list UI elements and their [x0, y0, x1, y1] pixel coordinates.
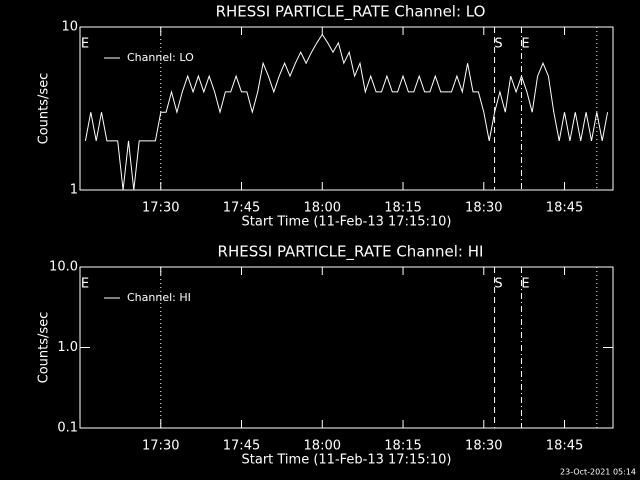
y-tick-label: 1	[70, 183, 78, 198]
x-tick-label: 17:45	[223, 201, 260, 216]
edge-label: E	[81, 277, 89, 292]
y-tick-label: 10	[61, 20, 78, 35]
y-tick-label: 1.0	[57, 340, 78, 355]
x-tick-label: 18:45	[546, 201, 583, 216]
x-tick-label: 17:30	[142, 201, 179, 216]
y-tick-label: 0.1	[57, 421, 78, 436]
chart-title: RHESSI PARTICLE_RATE Channel: HI	[218, 243, 484, 262]
legend-label: Channel: LO	[127, 51, 194, 64]
data-line	[84, 33, 609, 191]
marker-label: S	[494, 277, 502, 292]
x-tick-label: 18:15	[384, 439, 421, 454]
x-tick-label: 18:30	[465, 201, 502, 216]
footer: 23-Oct-2021 05:14	[560, 468, 636, 477]
x-tick-label: 18:00	[304, 201, 341, 216]
x-axis-label: Start Time (11-Feb-13 17:15:10)	[242, 453, 452, 468]
x-tick-label: 17:45	[223, 439, 260, 454]
x-tick-label: 17:30	[142, 439, 179, 454]
y-axis-label: Counts/sec	[37, 73, 52, 145]
marker-label: E	[521, 37, 529, 52]
x-tick-label: 18:45	[546, 439, 583, 454]
x-axis-label: Start Time (11-Feb-13 17:15:10)	[242, 215, 452, 230]
y-axis-label: Counts/sec	[37, 312, 52, 384]
plot-frame	[79, 26, 614, 191]
marker-label: E	[521, 277, 529, 292]
x-tick-label: 18:15	[384, 201, 421, 216]
y-tick-label: 10.0	[49, 260, 78, 275]
marker-label: S	[494, 37, 502, 52]
edge-label: E	[81, 37, 89, 52]
legend-label: Channel: HI	[127, 291, 191, 304]
chart-title: RHESSI PARTICLE_RATE Channel: LO	[216, 3, 486, 22]
x-tick-label: 18:30	[465, 439, 502, 454]
x-tick-label: 18:00	[304, 439, 341, 454]
